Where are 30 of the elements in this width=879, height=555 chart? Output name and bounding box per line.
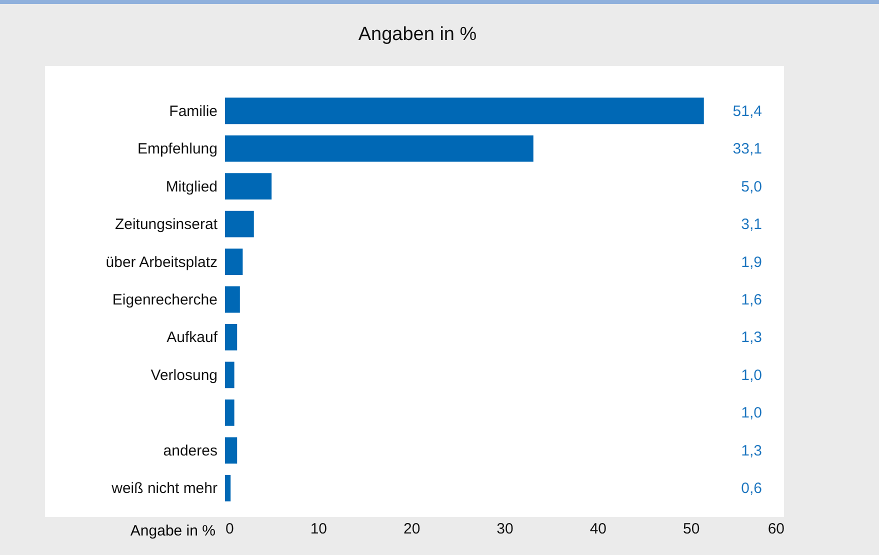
data-label: 5,0: [741, 178, 762, 196]
data-label: 0,6: [741, 480, 762, 498]
data-label: 3,1: [741, 216, 762, 234]
y-tick-label: Zeitungsinserat: [114, 216, 218, 234]
x-tick-label: 0: [226, 520, 234, 538]
y-tick-label: Aufkauf: [166, 329, 218, 346]
y-tick-label: Empfehlung: [137, 140, 218, 158]
data-label: 51,4: [732, 102, 762, 120]
x-tick-label: 40: [590, 520, 607, 538]
data-label: 1,0: [741, 366, 762, 384]
x-tick-label: 60: [768, 520, 784, 538]
y-tick-label: Mitglied: [166, 178, 218, 196]
x-axis-title: Angabe in %: [130, 522, 216, 540]
chart-title: Angaben in %: [358, 24, 477, 45]
y-tick-label: Eigenrecherche: [112, 292, 218, 308]
y-tick-label: Verlosung: [150, 366, 218, 384]
x-tick-label: 30: [496, 520, 514, 538]
data-label: 1,3: [741, 442, 762, 460]
data-label: 1,3: [741, 329, 762, 346]
x-tick-label: 50: [682, 520, 700, 538]
y-tick-label: weiß nicht mehr: [110, 480, 218, 498]
y-tick-label: über Arbeitsplatz: [106, 254, 218, 271]
data-label: 1,6: [741, 292, 762, 308]
data-label: 33,1: [732, 140, 762, 158]
y-tick-label: anderes: [163, 442, 218, 460]
data-label: 1,9: [741, 254, 762, 271]
data-label: 1,0: [741, 404, 762, 422]
y-tick-label: Familie: [169, 102, 218, 120]
x-tick-label: 20: [403, 520, 420, 538]
x-tick-label: 10: [310, 520, 328, 538]
